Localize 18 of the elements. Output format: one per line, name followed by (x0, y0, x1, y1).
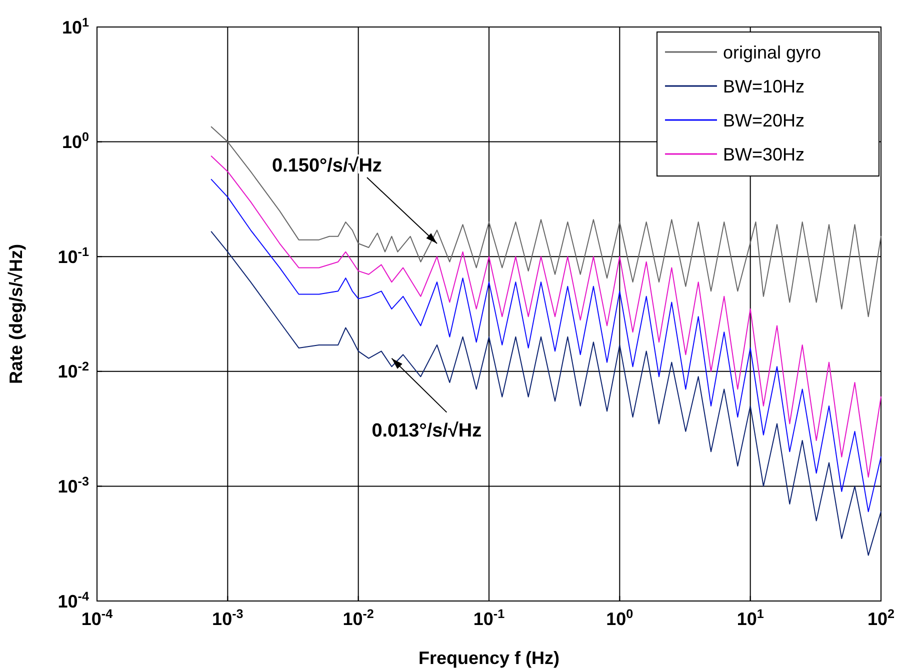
y-axis-title: Rate (deg/s/√Hz) (6, 244, 26, 384)
y-tick-label: 10$^{-2}$ (58, 360, 89, 382)
legend-label: BW=10Hz (723, 76, 805, 96)
y-tick-label: 10$^{-1}$ (58, 244, 89, 267)
legend-label: BW=30Hz (723, 144, 805, 164)
legend-label: original gyro (723, 42, 822, 62)
annotation: 0.013°/s/√Hz (372, 420, 482, 442)
x-tick-label: 10$^{-3}$ (212, 607, 244, 629)
legend-label: BW=20Hz (723, 110, 805, 130)
x-tick-label: 10$^{-1}$ (473, 607, 505, 629)
x-tick-label: 10$^{-2}$ (342, 607, 374, 629)
y-tick-label: 10$^{1}$ (62, 15, 89, 38)
x-tick-label: 10$^{0}$ (606, 607, 634, 629)
y-tick-label: 10$^{-3}$ (58, 474, 89, 496)
x-tick-label: 10$^{1}$ (736, 607, 764, 629)
x-tick-label: 10$^{2}$ (867, 607, 895, 629)
y-tick-label: 10$^{0}$ (62, 130, 89, 152)
x-axis-title: Frequency f (Hz) (418, 648, 560, 668)
